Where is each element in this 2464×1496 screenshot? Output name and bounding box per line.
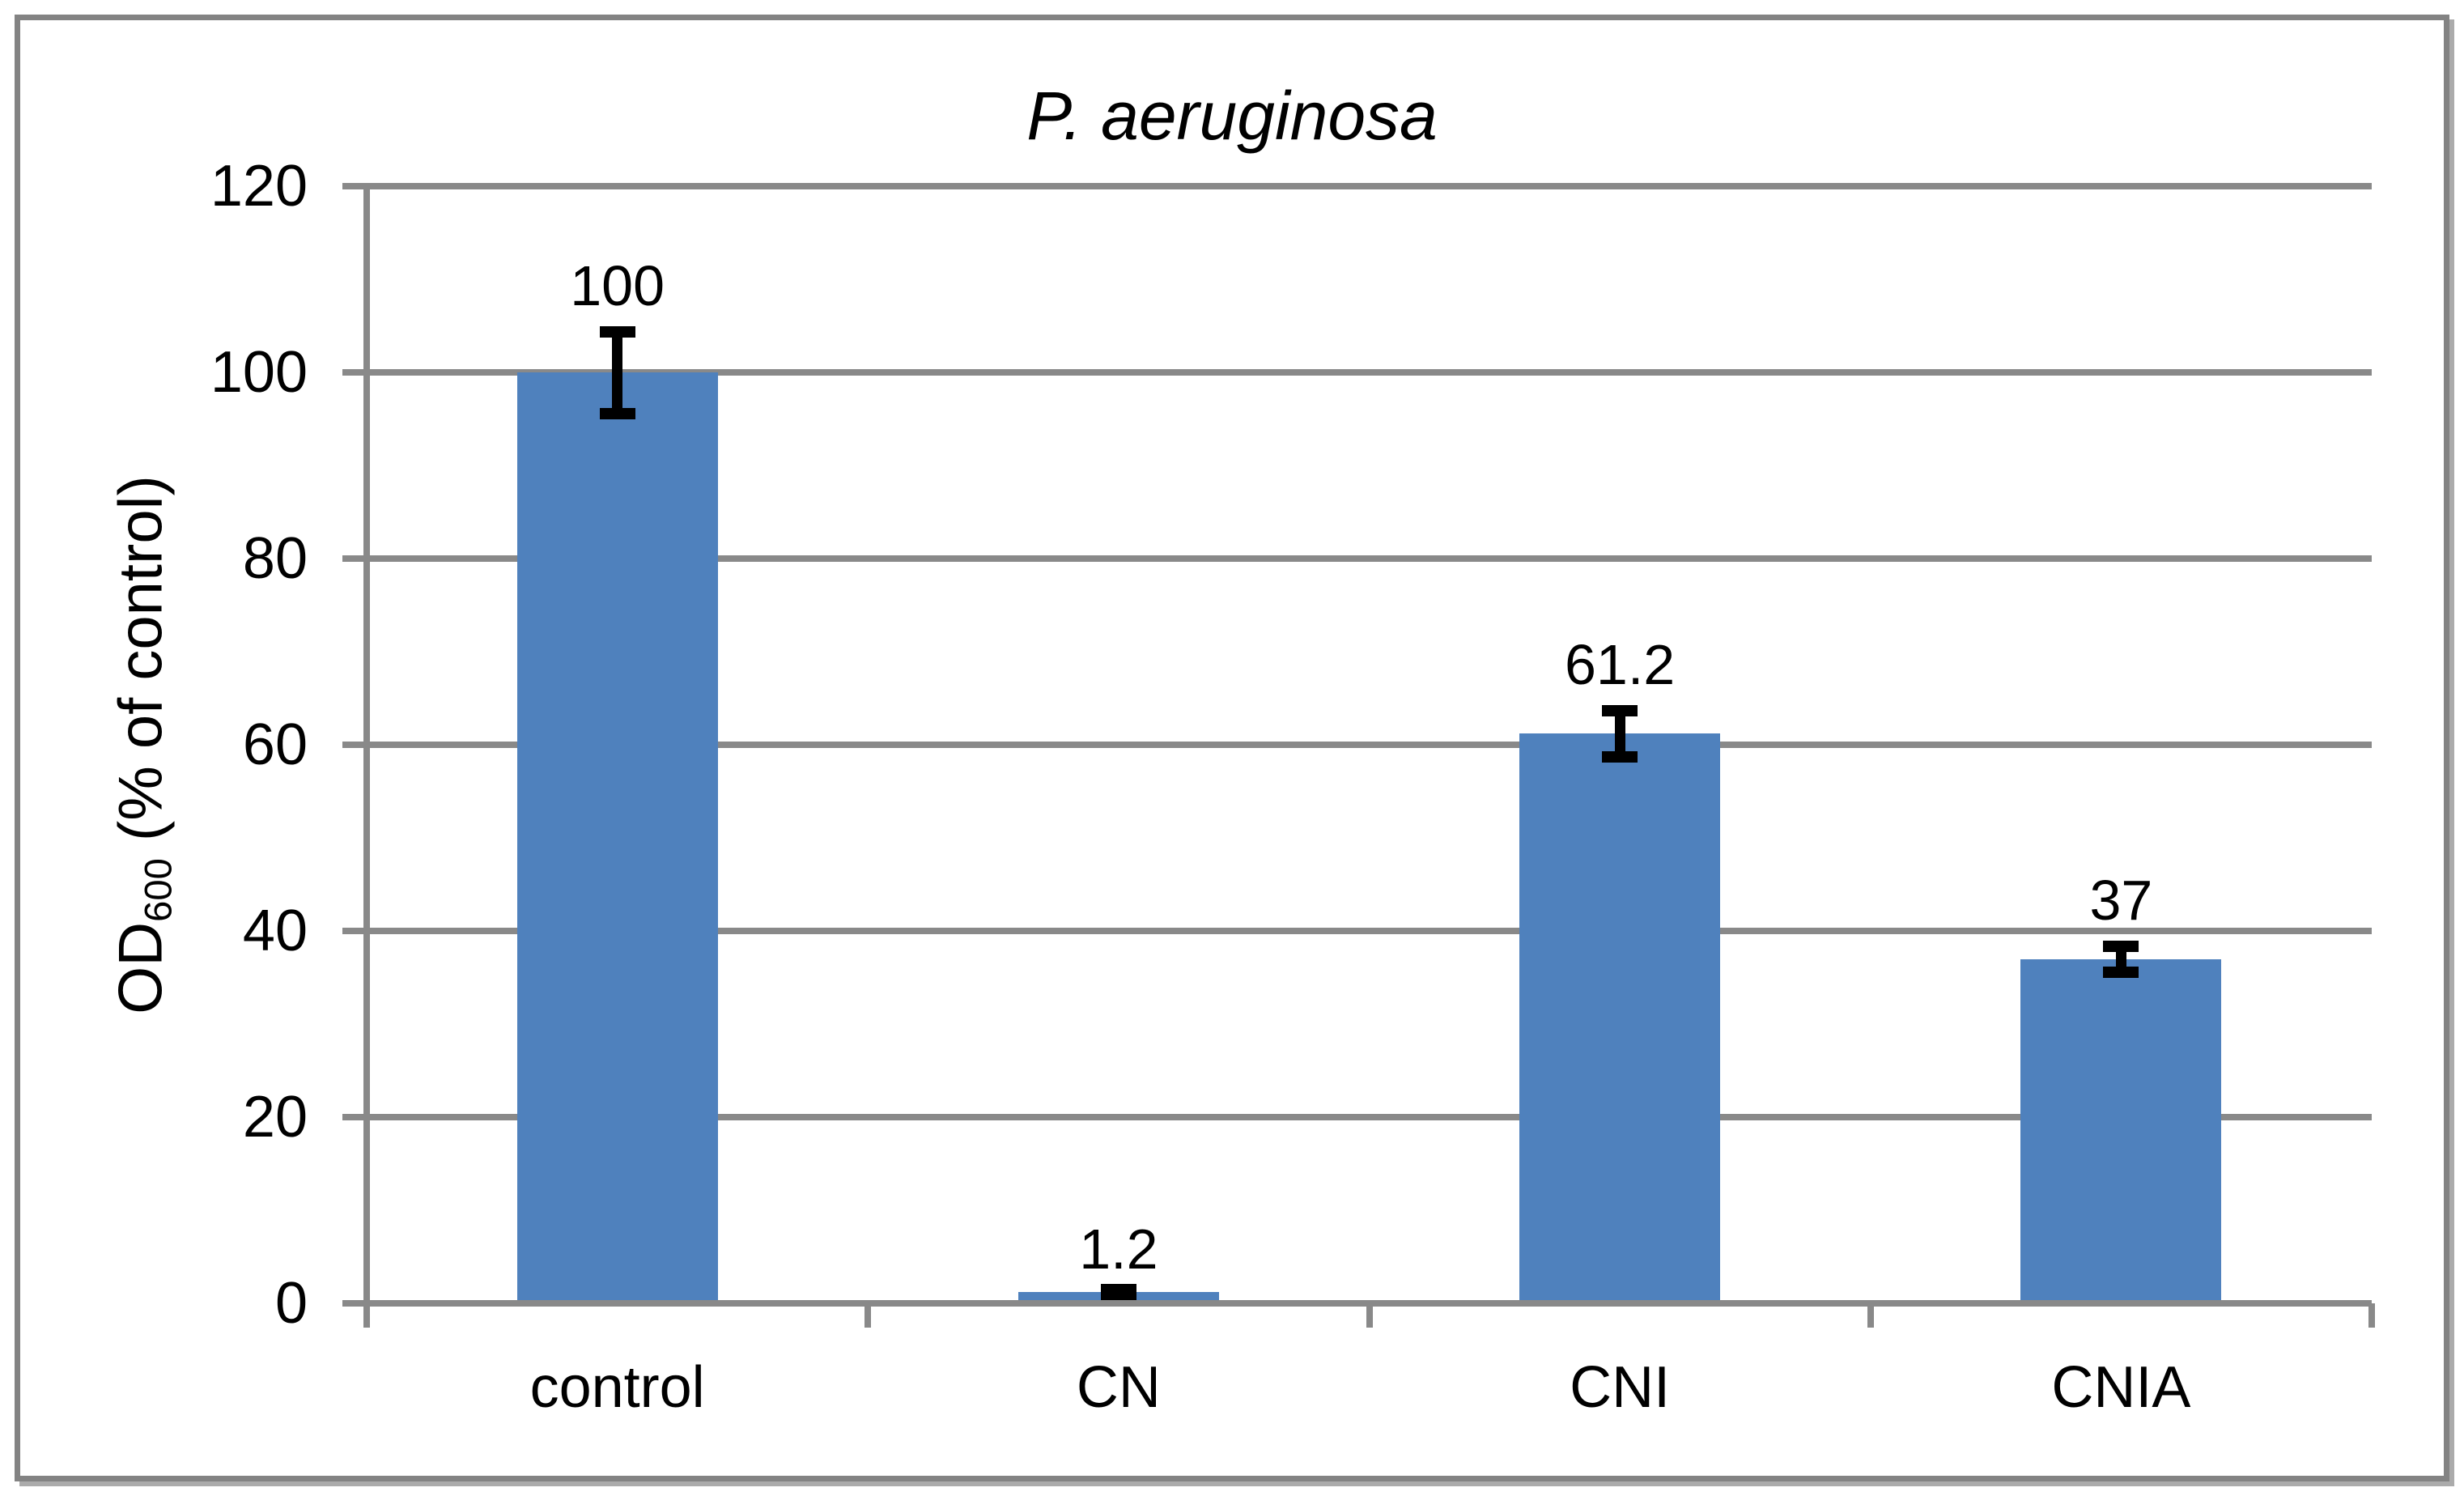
gridline-100	[367, 369, 2372, 376]
error-bar-line-CNI	[1614, 704, 1625, 763]
gridline-60	[367, 742, 2372, 748]
category-label-CNI: CNI	[1570, 1355, 1671, 1420]
y-axis-tick-label-60: 60	[242, 712, 308, 777]
gridline-40	[367, 928, 2372, 934]
y-axis-tick-0	[342, 1300, 367, 1307]
y-axis-tick-80	[342, 555, 367, 562]
error-bar-cap-top-CNIA	[2103, 940, 2139, 952]
x-axis-tick-3	[1867, 1303, 1874, 1328]
y-axis-tick-120	[342, 183, 367, 189]
bar-CNIA	[2020, 958, 2222, 1303]
y-axis-tick-label-0: 0	[274, 1271, 308, 1336]
bar-control	[516, 372, 718, 1303]
category-label-CN: CN	[1076, 1355, 1161, 1420]
chart-title: P. aeruginosa	[1026, 78, 1438, 154]
chart-outer-border	[15, 15, 2449, 1481]
y-axis-line	[363, 186, 370, 1328]
error-bar-cap-bottom-control	[599, 407, 635, 419]
error-bar-cap-bottom-CNIA	[2103, 966, 2139, 978]
gridline-80	[367, 555, 2372, 562]
y-axis-tick-100	[342, 369, 367, 376]
error-bar-cap-top-control	[599, 325, 635, 338]
y-axis-tick-label-80: 80	[242, 526, 308, 591]
y-axis-tick-label-20: 20	[242, 1085, 308, 1150]
y-axis-tick-label-40: 40	[242, 899, 308, 963]
x-axis-tick-0	[363, 1303, 370, 1328]
category-label-CNIA: CNIA	[2051, 1355, 2191, 1420]
data-label-CN: 1.2	[1079, 1217, 1158, 1281]
data-label-CNIA: 37	[2089, 868, 2153, 932]
y-axis-tick-label-120: 120	[210, 154, 308, 219]
error-bar-cap-top-CNI	[1602, 704, 1638, 716]
gridline-20	[367, 1114, 2372, 1120]
data-label-CNI: 61.2	[1565, 632, 1676, 696]
error-bar-cap-bottom-CN	[1100, 1283, 1136, 1295]
y-axis-tick-40	[342, 928, 367, 934]
data-label-control: 100	[570, 253, 665, 317]
y-axis-tick-label-100: 100	[210, 340, 308, 405]
x-axis-tick-4	[2368, 1303, 2375, 1328]
y-axis-tick-20	[342, 1114, 367, 1120]
x-axis-tick-1	[865, 1303, 872, 1328]
error-bar-cap-bottom-CNI	[1602, 750, 1638, 763]
bar-CNI	[1519, 733, 1721, 1303]
gridline-120	[367, 183, 2372, 189]
error-bar-line-control	[612, 325, 623, 419]
category-label-control: control	[529, 1355, 705, 1420]
y-axis-tick-60	[342, 742, 367, 748]
x-axis-tick-2	[1366, 1303, 1373, 1328]
